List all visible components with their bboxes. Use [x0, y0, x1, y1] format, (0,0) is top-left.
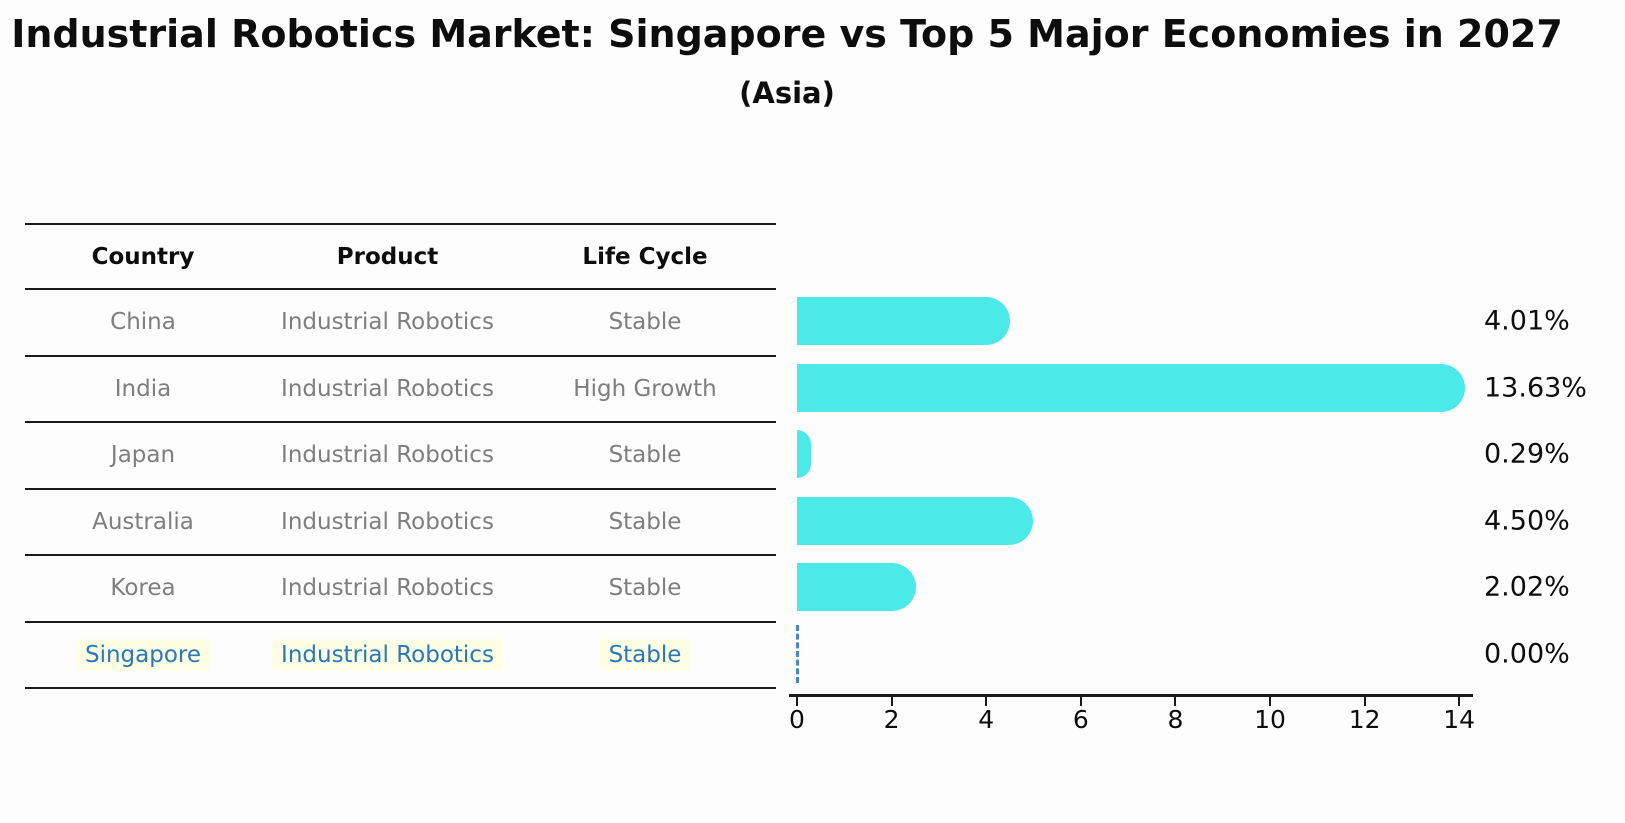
x-axis-tick-0 — [796, 697, 798, 706]
x-axis-tick-label-12: 12 — [1348, 705, 1381, 734]
table-row-india: India Industrial Robotics High Growth — [25, 357, 776, 423]
x-axis-tick-label-4: 4 — [978, 705, 995, 734]
x-axis-tick-label-10: 10 — [1254, 705, 1286, 734]
column-header-life-cycle: Life Cycle — [582, 243, 708, 270]
cell-product: Industrial Robotics — [261, 638, 514, 671]
x-axis-tick-8 — [1174, 697, 1177, 706]
cell-life-cycle: Stable — [608, 575, 682, 602]
cell-life-cycle: Stable — [608, 309, 682, 336]
x-axis-tick-label-14: 14 — [1443, 705, 1476, 734]
table-row-australia: Australia Industrial Robotics Stable — [25, 490, 776, 556]
value-label-korea: 2.02% — [1484, 571, 1570, 603]
cell-life-cycle: Stable — [514, 638, 776, 671]
country-table: Country Product Life Cycle China Industr… — [25, 223, 776, 689]
x-axis-tick-4 — [985, 697, 988, 706]
bar-china — [797, 297, 1010, 346]
bar-australia — [797, 496, 1033, 545]
cell-country: Australia — [92, 508, 194, 535]
chart-subtitle: (Asia) — [739, 76, 835, 110]
cell-country: Singapore — [25, 638, 261, 671]
x-axis-tick-10 — [1269, 697, 1271, 706]
x-axis-line — [789, 694, 1473, 697]
zero-value-dashed-line-singapore — [796, 624, 799, 683]
value-label-india: 13.63% — [1484, 372, 1587, 404]
x-axis-tick-label-0: 0 — [789, 705, 805, 734]
cell-country: China — [110, 309, 176, 336]
value-label-australia: 4.50% — [1484, 505, 1570, 537]
cell-product: Industrial Robotics — [281, 442, 494, 469]
cell-country: India — [114, 375, 172, 402]
bar-korea — [797, 563, 916, 612]
table-header-row: Country Product Life Cycle — [25, 225, 776, 290]
value-label-japan: 0.29% — [1484, 438, 1570, 470]
bar-india — [797, 363, 1465, 412]
cell-country: Japan — [110, 442, 176, 469]
cell-country: Korea — [110, 575, 176, 602]
cell-product: Industrial Robotics — [281, 508, 494, 535]
x-axis-tick-12 — [1363, 697, 1366, 706]
chart-title: Industrial Robotics Market: Singapore vs… — [11, 12, 1563, 56]
column-header-product: Product — [336, 243, 439, 270]
table-row-singapore: Singapore Industrial Robotics Stable — [25, 623, 776, 689]
x-axis-tick-14 — [1458, 697, 1461, 706]
bar-japan — [797, 430, 811, 479]
cell-product: Industrial Robotics — [281, 309, 494, 336]
cell-product: Industrial Robotics — [281, 375, 494, 402]
table-row-china: China Industrial Robotics Stable — [25, 290, 776, 357]
x-axis-tick-label-2: 2 — [883, 705, 900, 734]
x-axis-tick-6 — [1079, 697, 1082, 706]
table-row-korea: Korea Industrial Robotics Stable — [25, 556, 776, 623]
cell-life-cycle: Stable — [608, 442, 682, 469]
value-label-china: 4.01% — [1484, 305, 1570, 337]
x-axis-tick-label-8: 8 — [1167, 705, 1184, 734]
cell-life-cycle: High Growth — [573, 375, 717, 402]
cell-product: Industrial Robotics — [281, 575, 494, 602]
column-header-country: Country — [91, 243, 195, 270]
x-axis-tick-2 — [890, 697, 893, 706]
table-row-japan: Japan Industrial Robotics Stable — [25, 423, 776, 490]
cell-life-cycle: Stable — [608, 508, 682, 535]
value-label-singapore: 0.00% — [1484, 638, 1570, 670]
x-axis-tick-label-6: 6 — [1072, 705, 1089, 734]
